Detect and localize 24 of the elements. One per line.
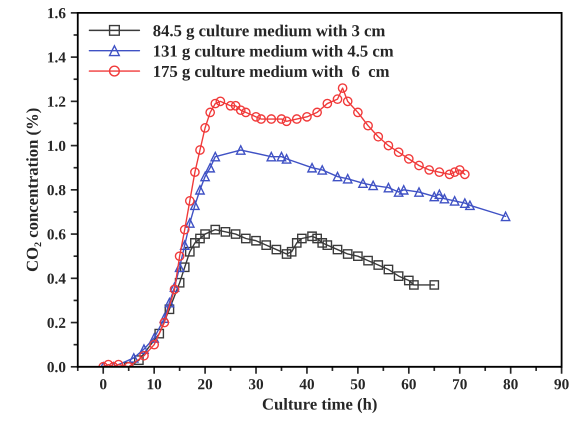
x-tick-label: 60	[402, 379, 416, 390]
x-axis-title: Culture time (h)	[262, 398, 377, 414]
y-tick-label: 0.0	[47, 362, 66, 372]
x-tick-label: 30	[248, 379, 264, 390]
legend-label: 175 g culture medium with 6 cm	[154, 65, 390, 81]
x-tick-label: 50	[350, 379, 365, 390]
y-tick-label: 1.4	[48, 52, 66, 63]
y-tick-label: 1.0	[48, 140, 66, 152]
x-tick-label: 90	[554, 379, 569, 390]
legend-label: 131 g culture medium with 4.5 cm	[154, 44, 394, 60]
y-tick-label: 0.2	[47, 318, 66, 328]
x-tick-label: 80	[504, 379, 518, 390]
x-tick-label: 20	[198, 379, 212, 390]
x-tick-label: 10	[148, 379, 162, 390]
y-tick-label: 1.6	[48, 8, 66, 18]
x-tick-label: 40	[300, 379, 314, 390]
y-axis-title: CO₂ concentration (%)	[26, 108, 42, 272]
legend-label: 84.5 g culture medium with 3 cm	[153, 24, 386, 40]
y-tick-label: 0.6	[47, 229, 66, 240]
y-tick-label: 0.4	[47, 273, 66, 284]
x-tick-label: 0	[100, 379, 106, 390]
x-tick-label: 70	[452, 379, 467, 390]
y-tick-label: 1.2	[48, 96, 66, 107]
y-tick-label: 0.8	[47, 184, 66, 196]
